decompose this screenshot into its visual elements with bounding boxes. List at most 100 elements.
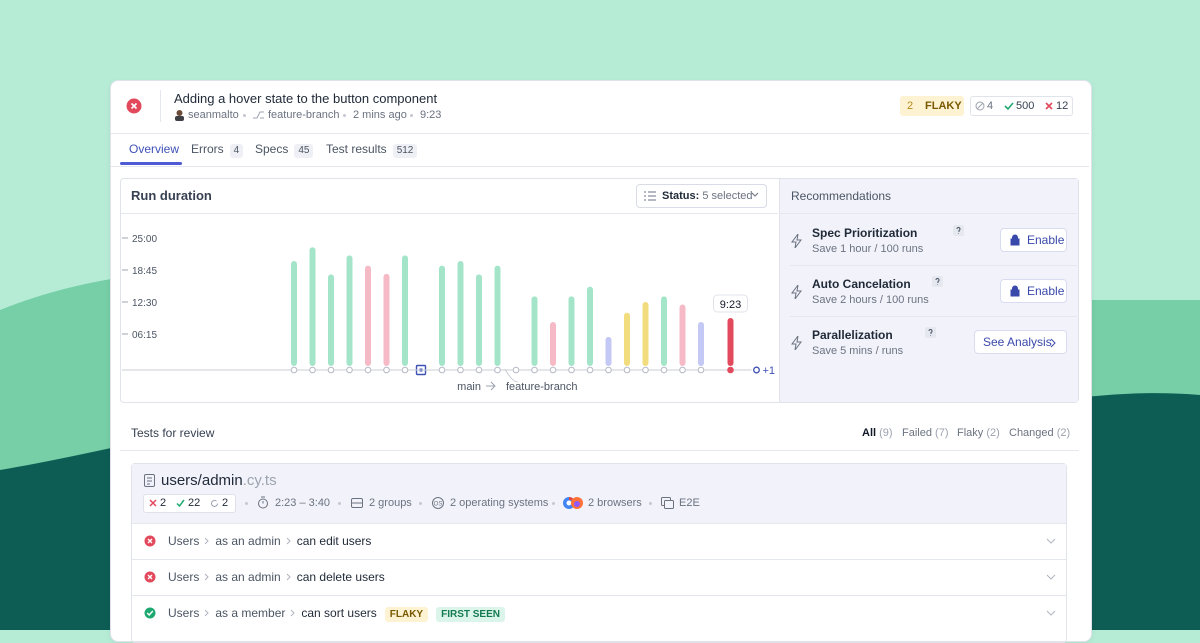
status-icon	[144, 571, 156, 583]
spec-browsers: 2 browsers	[588, 497, 642, 509]
branch-icon	[253, 111, 264, 119]
bar	[727, 317, 734, 366]
recommendation-subtitle: Save 1 hour / 100 runs	[812, 243, 924, 255]
spec-groups: 2 groups	[369, 497, 412, 509]
filter[interactable]: All 9	[862, 425, 893, 441]
spec-pending: 2	[222, 497, 229, 509]
test-row[interactable]: Users as an admin can delete users	[132, 559, 1066, 595]
spec-passed: 22	[188, 497, 201, 509]
chevron	[204, 573, 210, 581]
decoration	[432, 497, 444, 509]
tab-indicator	[120, 162, 182, 165]
y-tick-label: 25:00	[132, 234, 157, 245]
breadcrumb-separator	[286, 537, 291, 545]
decoration	[790, 265, 1077, 266]
recommendation-subtitle: Save 5 mins / runs	[812, 345, 904, 357]
page: {"header":{"title":"Adding a hover state…	[0, 80, 1200, 643]
test-path: Users as a member can sort users FLAKY FIRST…	[168, 605, 505, 622]
filter-label: Changed	[1009, 427, 1054, 439]
run-point	[401, 366, 409, 374]
help-mark	[935, 278, 940, 285]
skipped-icon	[975, 101, 985, 111]
more-label: +1	[763, 365, 776, 377]
test-row[interactable]: Users as a member can sort users FLAKY FIRST…	[132, 595, 1066, 631]
decoration	[574, 501, 580, 507]
decoration	[976, 102, 984, 110]
filter[interactable]: Flaky 2	[957, 425, 1000, 441]
path-part: Users	[168, 606, 200, 620]
decoration	[130, 102, 138, 110]
tab[interactable]: Test results 512	[326, 141, 418, 158]
tab[interactable]: Specs 45	[255, 141, 314, 158]
bar	[439, 265, 445, 366]
bar	[365, 265, 371, 366]
bar	[642, 302, 649, 366]
spec-file[interactable]: users/admin.cy.ts	[161, 472, 277, 490]
failed-small-icon	[1045, 102, 1053, 110]
branch-label: feature-branch	[506, 381, 578, 393]
decoration	[147, 477, 152, 485]
recommendation-title: Spec Prioritization	[812, 226, 918, 240]
decoration	[149, 499, 157, 507]
tests-title: Tests for review	[131, 426, 215, 440]
flaky-badge	[900, 96, 964, 116]
chevron	[751, 192, 759, 197]
action-button[interactable]: Enable	[1000, 228, 1067, 252]
spec-results	[143, 494, 236, 513]
action-button[interactable]: Enable	[1000, 279, 1067, 303]
action-label: See Analysis	[983, 335, 1052, 349]
filter[interactable]: Changed 2	[1009, 425, 1070, 441]
expand-chevron	[1046, 574, 1056, 580]
path-part: can delete users	[296, 570, 385, 584]
file-icon	[144, 474, 155, 487]
run-point	[623, 366, 631, 374]
bar	[309, 247, 316, 366]
status-filter[interactable]	[636, 184, 767, 208]
bar	[587, 286, 593, 366]
run-point	[586, 366, 594, 374]
skipped: 4	[987, 100, 994, 112]
decoration	[245, 502, 248, 505]
breadcrumb-separator	[286, 573, 291, 581]
status-label: Status:	[662, 190, 700, 202]
bar	[568, 296, 575, 366]
run-title: Adding a hover state to the button compo…	[174, 91, 438, 106]
spec-header	[132, 464, 1066, 523]
test-row[interactable]: Users as an admin can edit users	[132, 523, 1066, 559]
chart-panel	[120, 178, 1079, 403]
filter-count: 2	[986, 427, 999, 439]
help-mark	[956, 227, 961, 234]
decoration	[566, 500, 572, 506]
decoration	[338, 502, 341, 505]
path-part: can edit users	[296, 534, 372, 548]
decoration	[649, 502, 652, 505]
decoration	[552, 502, 555, 505]
decoration	[120, 450, 1079, 451]
expand-chevron	[1046, 610, 1056, 616]
y-tick-label: 06:15	[132, 330, 157, 341]
list-icon	[644, 191, 656, 201]
action-button[interactable]: See Analysis	[974, 330, 1067, 354]
decoration	[176, 110, 183, 116]
run-point	[457, 366, 464, 374]
tab[interactable]: Errors 4	[191, 141, 244, 158]
help-icon	[924, 326, 936, 342]
spec-duration: 2:23 – 3:40	[275, 497, 331, 509]
action-label: Enable	[1027, 284, 1065, 298]
breadcrumb-separator	[204, 609, 210, 617]
filter-count: 2	[1057, 427, 1070, 439]
bolt	[791, 285, 802, 299]
help-badge	[952, 225, 964, 236]
browser-icons	[563, 497, 583, 509]
path-part: as an admin	[215, 534, 281, 548]
status-dot	[144, 607, 156, 619]
tab-label: Specs	[255, 142, 289, 156]
breadcrumb-separator	[291, 609, 296, 617]
decoration	[243, 114, 246, 117]
filter[interactable]: Failed 7	[902, 425, 949, 441]
failed: 12	[1056, 100, 1069, 112]
decoration	[664, 500, 674, 509]
chevron	[286, 537, 291, 545]
decoration	[410, 114, 413, 117]
tab[interactable]: Overview	[129, 142, 180, 156]
